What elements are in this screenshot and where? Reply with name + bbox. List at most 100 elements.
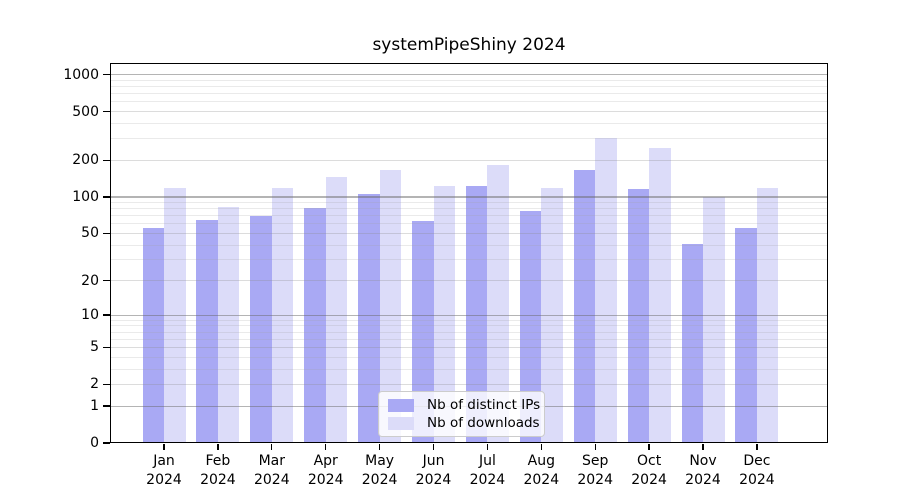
gridline-7 — [110, 331, 828, 333]
x-tick-jun — [432, 444, 435, 450]
gridline-6 — [110, 338, 828, 340]
bar-distinct-ips-sep — [573, 169, 596, 443]
x-tick-label-aug: Aug 2024 — [523, 453, 560, 488]
gridline-300 — [110, 138, 828, 140]
x-tick-may — [378, 444, 381, 450]
x-tick-jan — [163, 444, 165, 450]
y-tick-label-50: 50 — [81, 225, 99, 242]
gridline-500 — [110, 111, 828, 113]
y-tick-1 — [103, 405, 110, 407]
x-tick-label-oct: Oct 2024 — [631, 453, 667, 488]
bar-downloads-oct — [649, 148, 671, 443]
gridline-100 — [110, 196, 828, 198]
gridline-200 — [110, 159, 828, 161]
gridline-10 — [110, 314, 828, 316]
gridline-700 — [110, 93, 828, 95]
y-tick-label-1: 1 — [90, 398, 99, 415]
gridline-5 — [110, 346, 828, 348]
y-tick-label-20: 20 — [81, 272, 99, 289]
gridline-900 — [110, 79, 828, 81]
x-tick-oct — [648, 444, 650, 450]
gridline-600 — [110, 101, 828, 103]
x-tick-sep — [594, 444, 596, 450]
y-tick-500 — [103, 110, 110, 113]
y-tick-0 — [103, 442, 110, 444]
y-tick-label-1000: 1000 — [63, 66, 99, 83]
y-tick-1000 — [103, 73, 110, 76]
plot-area — [110, 63, 828, 443]
bar-distinct-ips-jan — [142, 228, 164, 443]
chart-title: systemPipeShiny 2024 — [372, 35, 566, 55]
x-tick-label-may: May 2024 — [361, 453, 398, 488]
y-tick-label-100: 100 — [72, 188, 99, 205]
bar-downloads-may — [379, 169, 402, 443]
gridline-40 — [110, 244, 828, 246]
x-tick-nov — [702, 444, 704, 450]
x-tick-apr — [325, 444, 327, 450]
gridline-400 — [110, 122, 828, 124]
x-tick-label-jun: Jun 2024 — [415, 453, 452, 488]
y-tick-20 — [103, 279, 110, 282]
gridline-9 — [110, 319, 828, 321]
legend-label-downloads: Nb of downloads — [427, 415, 540, 431]
x-tick-label-nov: Nov 2024 — [685, 453, 721, 488]
bar-downloads-sep — [595, 137, 617, 443]
y-tick-2 — [103, 383, 110, 386]
gridline-1000 — [110, 74, 828, 76]
bar-distinct-ips-nov — [681, 243, 703, 443]
y-tick-100 — [103, 196, 110, 198]
gridline-8 — [110, 325, 828, 327]
gridline-90 — [110, 202, 828, 203]
bar-distinct-ips-feb — [196, 220, 218, 443]
legend-swatch-distinct-ips-icon — [388, 398, 414, 412]
x-tick-dec — [756, 444, 758, 450]
x-tick-label-apr: Apr 2024 — [307, 453, 344, 488]
y-tick-label-2: 2 — [90, 376, 99, 393]
gridline-70 — [110, 215, 828, 217]
gridline-80 — [110, 208, 828, 210]
bar-distinct-ips-may — [358, 194, 380, 443]
x-tick-mar — [271, 444, 273, 450]
y-tick-label-5: 5 — [90, 339, 99, 356]
gridline-3 — [110, 368, 828, 370]
x-tick-label-jan: Jan 2024 — [146, 453, 182, 488]
gridline-20 — [110, 280, 828, 282]
bar-distinct-ips-jun — [412, 221, 434, 443]
gridline-60 — [110, 223, 828, 225]
gridline-800 — [110, 86, 828, 88]
x-tick-feb — [217, 444, 219, 450]
x-tick-aug — [540, 444, 542, 450]
legend-swatch-downloads-icon — [388, 416, 414, 430]
bar-downloads-nov — [703, 196, 725, 443]
y-tick-5 — [103, 346, 110, 349]
gridline-50 — [110, 232, 828, 234]
x-tick-label-feb: Feb 2024 — [200, 453, 236, 488]
y-tick-10 — [103, 314, 110, 316]
bar-downloads-feb — [217, 207, 240, 443]
x-tick-jul — [486, 444, 489, 450]
y-tick-label-200: 200 — [72, 152, 99, 169]
bar-distinct-ips-aug — [519, 211, 542, 443]
y-tick-label-0: 0 — [90, 435, 99, 451]
x-tick-label-mar: Mar 2024 — [253, 453, 290, 488]
y-tick-50 — [103, 232, 110, 235]
legend-item-distinct-ips: Nb of distinct IPs — [388, 396, 540, 414]
y-tick-label-500: 500 — [72, 103, 99, 120]
gridline-4 — [110, 356, 828, 358]
bar-distinct-ips-mar — [250, 216, 272, 443]
bar-distinct-ips-apr — [304, 208, 326, 443]
bar-distinct-ips-dec — [735, 228, 757, 443]
bar-downloads-apr — [325, 176, 348, 443]
gridline-2 — [110, 383, 828, 385]
legend-item-downloads: Nb of downloads — [388, 414, 540, 432]
y-tick-200 — [103, 159, 110, 161]
y-tick-label-10: 10 — [81, 307, 99, 324]
legend: Nb of distinct IPs Nb of downloads — [378, 391, 545, 437]
gridline-30 — [110, 259, 828, 261]
x-tick-label-sep: Sep 2024 — [577, 453, 613, 488]
x-tick-label-dec: Dec 2024 — [739, 453, 775, 488]
legend-label-distinct-ips: Nb of distinct IPs — [427, 397, 541, 413]
bar-downloads-jul — [487, 164, 509, 443]
x-tick-label-jul: Jul 2024 — [469, 453, 506, 488]
